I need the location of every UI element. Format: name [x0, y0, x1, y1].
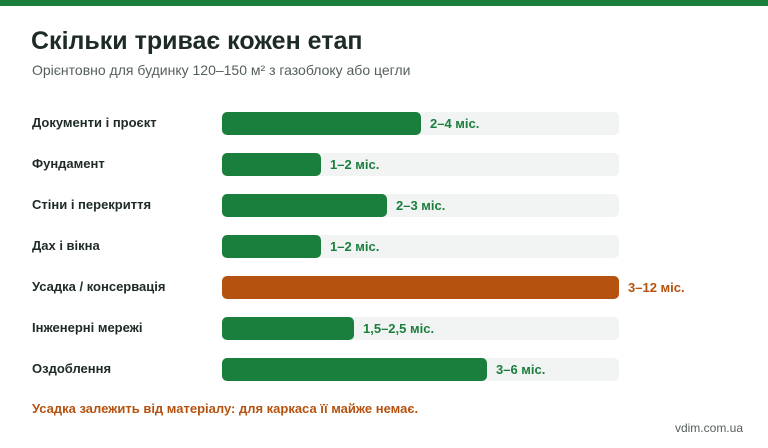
- category-label: Фундамент: [32, 156, 105, 171]
- bar-track: [222, 235, 619, 258]
- value-label: 1–2 міс.: [330, 157, 380, 172]
- category-label: Документи і проєкт: [32, 115, 157, 130]
- source-link[interactable]: vdim.com.ua: [674, 421, 743, 435]
- bar-row: Оздоблення 3–6 міс.: [0, 358, 768, 382]
- top-accent-bar: [0, 0, 768, 6]
- value-label: 1–2 міс.: [330, 239, 380, 254]
- bar-track: [222, 153, 619, 176]
- bar: [222, 276, 619, 299]
- bar: [222, 317, 354, 340]
- footnote: Усадка залежить від матеріалу: для карка…: [32, 401, 419, 416]
- bar: [222, 235, 321, 258]
- category-label: Оздоблення: [32, 361, 112, 376]
- value-label: 3–6 міс.: [496, 362, 546, 377]
- bar-row: Фундамент 1–2 міс.: [0, 153, 768, 177]
- category-label: Стіни і перекриття: [32, 197, 152, 212]
- bar: [222, 358, 487, 381]
- bar-row: Стіни і перекриття 2–3 міс.: [0, 194, 768, 218]
- bar-row: Інженерні мережі 1,5–2,5 міс.: [0, 317, 768, 341]
- value-label: 1,5–2,5 міс.: [363, 321, 435, 336]
- bar-row: Дах і вікна 1–2 міс.: [0, 235, 768, 259]
- page-title: Скільки триває кожен етап: [31, 27, 363, 55]
- category-label: Усадка / консервація: [32, 279, 166, 294]
- category-label: Дах і вікна: [32, 238, 100, 253]
- bar-row: Усадка / консервація 3–12 міс.: [0, 276, 768, 300]
- bar-row: Документи і проєкт 2–4 міс.: [0, 112, 768, 136]
- value-label: 2–4 міс.: [430, 116, 480, 131]
- category-label: Інженерні мережі: [32, 320, 143, 335]
- bar: [222, 112, 421, 135]
- value-label: 3–12 міс.: [628, 280, 685, 295]
- bar: [222, 194, 387, 217]
- value-label: 2–3 міс.: [396, 198, 446, 213]
- page-subtitle: Орієнтовно для будинку 120–150 м² з газо…: [32, 62, 411, 78]
- bar: [222, 153, 321, 176]
